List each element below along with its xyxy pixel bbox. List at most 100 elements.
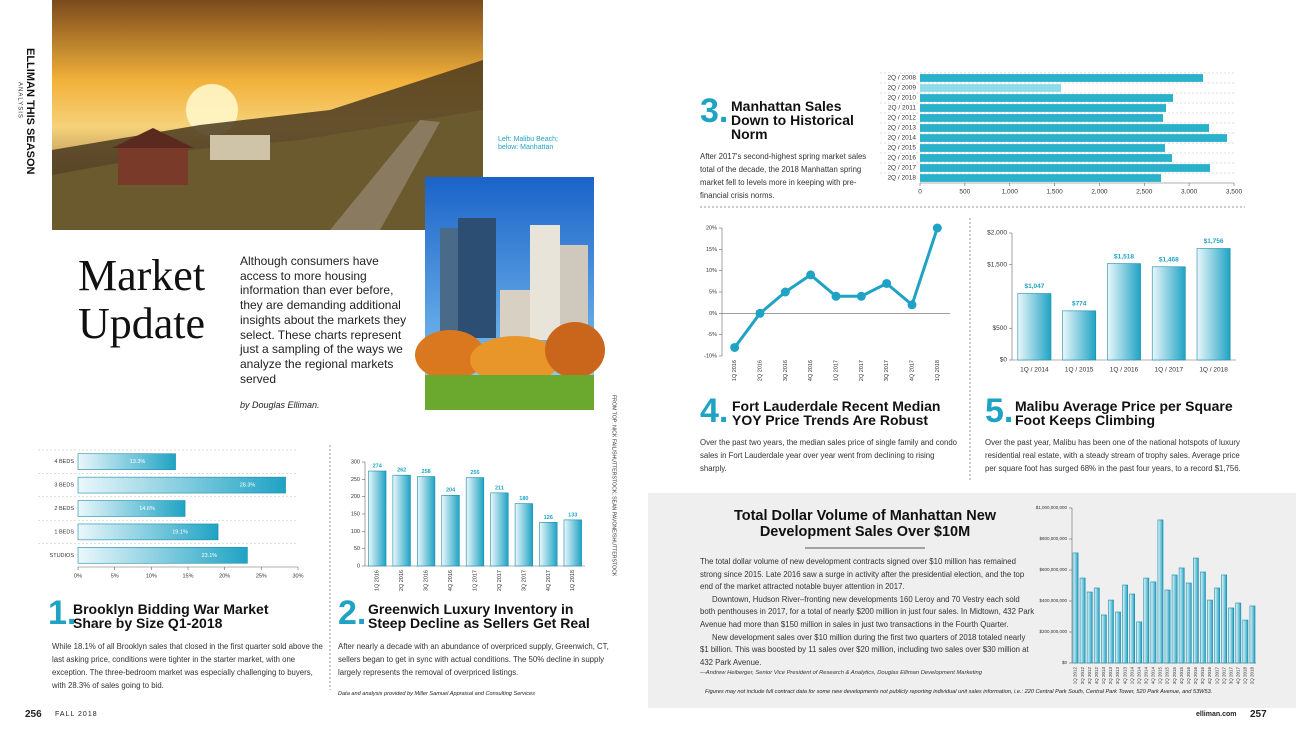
bar	[1136, 621, 1143, 664]
x-tick-label: 1Q 2017	[472, 570, 478, 591]
x-tick-label: 1Q 2016	[1186, 667, 1191, 685]
data-label: 255	[470, 470, 479, 476]
data-label: 258	[422, 469, 431, 475]
x-tick-label: 2Q 2017	[859, 360, 865, 381]
data-label: 133	[568, 512, 577, 518]
photo-credit: FROM TOP: NICK FAIL/SHUTTERSTOCK; SEAN P…	[611, 395, 617, 577]
section-heading: Malibu Average Price per Square Foot Kee…	[1015, 398, 1233, 428]
y-tick-label: 2Q / 2010	[887, 95, 916, 102]
bar	[392, 474, 411, 567]
data-label: 211	[495, 485, 504, 491]
bar	[368, 470, 387, 567]
y-tick-label: $400,000,000	[1039, 598, 1067, 603]
bar	[1072, 552, 1079, 664]
bar	[1192, 557, 1199, 664]
x-tick-label: 3Q 2012	[1087, 667, 1092, 685]
x-tick-label: 3Q 2017	[521, 570, 527, 591]
y-tick-label: STUDIOS	[50, 553, 75, 559]
bar	[465, 477, 485, 567]
x-tick-label: 3,500	[1226, 189, 1243, 196]
x-tick-label: 25%	[256, 573, 267, 579]
bar	[1164, 589, 1171, 664]
x-tick-label: 4Q 2016	[448, 570, 454, 591]
y-tick-label: 2Q / 2009	[887, 85, 916, 92]
x-tick-label: 3Q 2014	[1143, 667, 1148, 685]
y-tick-label: 1 BEDS	[54, 529, 74, 535]
paragraph: The total dollar volume of new developme…	[700, 557, 1025, 592]
y-tick-label: $2,000	[987, 230, 1007, 237]
bar	[920, 104, 1166, 112]
page-title: Market Update	[78, 252, 205, 348]
y-tick-label: 50	[354, 546, 360, 552]
issue: FALL 2018	[55, 711, 98, 718]
x-tick-label: 4Q 2016	[1207, 667, 1212, 685]
bar	[1235, 602, 1242, 664]
page-number: 257	[1250, 709, 1267, 720]
bar	[1100, 614, 1107, 664]
x-tick-label: 1,500	[1046, 189, 1063, 196]
x-tick-label: 1Q 2018	[570, 570, 576, 591]
y-tick-label: 2Q / 2008	[887, 75, 916, 82]
bar	[1178, 567, 1185, 664]
x-tick-label: 2Q 2012	[1080, 667, 1085, 685]
x-tick-label: 3Q 2016	[783, 360, 789, 381]
y-tick-label: 0	[357, 563, 360, 569]
x-tick-label: 2Q 2016	[399, 570, 405, 591]
data-label: $1,468	[1159, 257, 1179, 264]
bar	[920, 124, 1210, 132]
x-tick-label: 4Q 2015	[1179, 667, 1184, 685]
y-tick-label: 250	[351, 477, 360, 483]
data-label: 126	[544, 515, 553, 521]
paragraph: New development sales over $10 million d…	[700, 632, 1029, 667]
bar	[920, 94, 1173, 102]
x-tick-label: 1Q 2018	[1243, 667, 1248, 685]
y-tick-label: 2Q / 2012	[887, 115, 916, 122]
data-label: 23.1%	[202, 553, 218, 559]
data-label: 274	[373, 463, 383, 469]
y-tick-label: 2Q / 2011	[888, 105, 916, 112]
x-tick-label: 4Q 2017	[1235, 667, 1240, 685]
chart: 0 50 100 150 200 250 300 1Q 2016 274 2Q 2016 262 3Q…	[351, 459, 585, 591]
section-heading: Manhattan Sales Down to Historical Norm	[731, 98, 854, 142]
x-tick-label: 2Q 2014	[1136, 667, 1141, 685]
section-body: After 2017's second-highest spring marke…	[700, 152, 867, 200]
bar	[1242, 619, 1249, 664]
bar	[77, 453, 176, 470]
x-tick-label: 1Q 2013	[1101, 667, 1106, 685]
x-tick-label: 1Q / 2014	[1020, 367, 1049, 374]
data-label: 14.6%	[139, 506, 155, 512]
x-tick-label: 1Q 2017	[833, 360, 839, 381]
x-tick-label: 1Q 2016	[732, 360, 738, 381]
x-tick-label: 3Q 2016	[1200, 667, 1205, 685]
x-tick-label: 2Q 2018	[1250, 667, 1255, 685]
bar	[1115, 611, 1121, 664]
y-tick-label: 3 BEDS	[54, 483, 74, 489]
sidebar-section: ELLIMAN THIS SEASON	[24, 48, 36, 175]
y-tick-label: -5%	[707, 332, 717, 338]
y-tick-label: 150	[351, 511, 360, 517]
y-tick-label: 300	[351, 459, 360, 465]
bar	[77, 547, 248, 564]
point	[932, 223, 942, 233]
y-tick-label: $0	[1000, 357, 1008, 364]
bar	[1062, 310, 1097, 361]
x-tick-label: 15%	[182, 573, 193, 579]
x-tick-label: 4Q 2013	[1122, 667, 1127, 685]
attribution: —Andrew Heiberger, Senior Vice President…	[700, 670, 982, 677]
y-tick-label: $0	[1062, 660, 1068, 665]
y-tick-label: 2Q / 2016	[887, 155, 916, 162]
photo-caption: Left: Malibu Beach; below: Manhattan	[498, 136, 558, 151]
bar	[1107, 263, 1141, 361]
bar	[77, 500, 186, 517]
bar	[1221, 574, 1228, 664]
x-tick-label: 1Q 2018	[935, 360, 941, 381]
point	[831, 291, 841, 301]
bar	[920, 84, 1062, 92]
y-tick-label: 2 BEDS	[54, 506, 74, 512]
bar	[1151, 266, 1186, 361]
x-tick-label: 2Q 2016	[1193, 667, 1198, 685]
y-tick-label: 2Q / 2014	[887, 135, 916, 142]
feature-body: The total dollar volume of new developme…	[700, 556, 1035, 678]
